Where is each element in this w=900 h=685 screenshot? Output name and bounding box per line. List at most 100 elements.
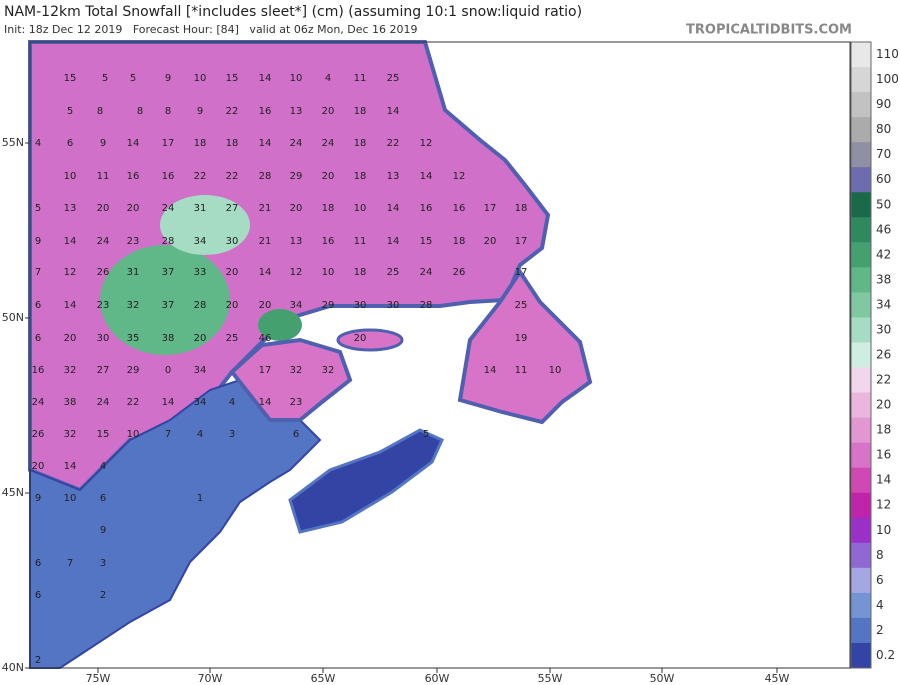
snow-label: 7 [67, 558, 73, 569]
snow-label: 4 [197, 429, 203, 440]
snow-label: 20 [322, 171, 335, 182]
snow-label: 6 [35, 558, 41, 569]
snow-label: 25 [226, 333, 239, 344]
colorbar-label: 20 [876, 398, 891, 412]
snow-label: 28 [194, 300, 207, 311]
colorbar-swatch [851, 267, 871, 293]
snow-label: 17 [515, 236, 528, 247]
snow-label: 26 [32, 429, 45, 440]
snow-label: 8 [137, 106, 143, 117]
snow-label: 33 [194, 267, 207, 278]
snow-label: 30 [226, 236, 239, 247]
lon-label: 50W [650, 672, 675, 685]
snow-label: 13 [290, 236, 303, 247]
snow-label: 10 [549, 365, 562, 376]
snow-label: 5 [35, 203, 41, 214]
snow-label: 4 [229, 397, 235, 408]
snow-label: 32 [64, 365, 77, 376]
snow-label: 26 [453, 267, 466, 278]
snow-label: 14 [387, 203, 400, 214]
snow-label: 9 [197, 106, 203, 117]
snow-label: 29 [322, 300, 335, 311]
colorbar: 1101009080706050464238343026222018161412… [850, 41, 899, 669]
colorbar-swatch [851, 517, 871, 544]
snow-label: 10 [194, 73, 207, 84]
snow-label: 24 [97, 236, 110, 247]
lon-label: 65W [311, 672, 336, 685]
snow-label: 7 [35, 267, 41, 278]
colorbar-swatch [851, 167, 871, 193]
lat-label: 45N [2, 486, 24, 499]
snow-label: 12 [420, 138, 433, 149]
snow-label: 20 [259, 300, 272, 311]
snow-label: 11 [354, 236, 367, 247]
snow-label: 13 [290, 106, 303, 117]
snow-label: 15 [226, 73, 239, 84]
snow-label: 32 [322, 365, 335, 376]
snow-label: 12 [64, 267, 77, 278]
lat-label: 55N [2, 136, 24, 149]
snow-label: 25 [387, 267, 400, 278]
colorbar-label: 90 [876, 97, 891, 111]
snow-label: 4 [325, 73, 331, 84]
snow-label: 34 [194, 365, 207, 376]
snow-label: 22 [194, 171, 207, 182]
snow-label: 14 [64, 300, 77, 311]
snow-label: 17 [484, 203, 497, 214]
snow-label: 22 [226, 171, 239, 182]
snow-label: 18 [354, 171, 367, 182]
snow-label: 37 [162, 300, 175, 311]
snow-label: 28 [259, 171, 272, 182]
snow-label: 4 [100, 461, 106, 472]
snow-label: 6 [35, 333, 41, 344]
colorbar-label: 4 [876, 598, 884, 612]
snow-label: 11 [97, 171, 110, 182]
nova-scotia [288, 428, 444, 534]
snow-label: 14 [259, 73, 272, 84]
snow-label: 14 [387, 106, 400, 117]
colorbar-swatch [851, 292, 871, 318]
snow-label: 32 [127, 300, 140, 311]
colorbar-label: 12 [876, 498, 891, 512]
map-frame [29, 41, 851, 669]
snow-label: 9 [35, 493, 41, 504]
snow-label: 16 [162, 171, 175, 182]
snow-label: 10 [64, 171, 77, 182]
colorbar-label: 6 [876, 573, 884, 587]
snow-label: 12 [453, 171, 466, 182]
lat-label: 40N [2, 661, 24, 674]
colorbar-swatch [851, 342, 871, 369]
snow-label: 6 [293, 429, 299, 440]
snow-label: 23 [127, 236, 140, 247]
snow-label: 6 [35, 300, 41, 311]
colorbar-swatch [851, 92, 871, 118]
snow-label: 5 [423, 429, 429, 440]
snow-label: 10 [290, 73, 303, 84]
credit: TROPICALTIDBITS.COM [686, 23, 852, 38]
colorbar-label: 30 [876, 322, 891, 336]
lon-label: 55W [538, 672, 563, 685]
colorbar-swatch [851, 67, 871, 93]
snow-label: 19 [515, 333, 528, 344]
lon-label: 75W [86, 672, 111, 685]
snow-label: 17 [162, 138, 175, 149]
snow-label: 16 [127, 171, 140, 182]
snow-label: 15 [64, 73, 77, 84]
snow-label: 17 [259, 365, 272, 376]
snow-label: 24 [322, 138, 335, 149]
colorbar-label: 110 [876, 47, 899, 61]
colorbar-label: 100 [876, 72, 899, 86]
snow-label: 34 [194, 236, 207, 247]
snow-label: 30 [387, 300, 400, 311]
snow-label: 20 [64, 333, 77, 344]
snow-label: 31 [194, 203, 207, 214]
snow-label: 20 [127, 203, 140, 214]
colorbar-label: 0.2 [876, 648, 895, 662]
map-area [28, 40, 851, 669]
snow-label: 8 [165, 106, 171, 117]
snow-label: 18 [194, 138, 207, 149]
snow-label: 0 [165, 365, 171, 376]
snow-label: 16 [453, 203, 466, 214]
snow-label: 14 [259, 138, 272, 149]
snow-label: 11 [515, 365, 528, 376]
